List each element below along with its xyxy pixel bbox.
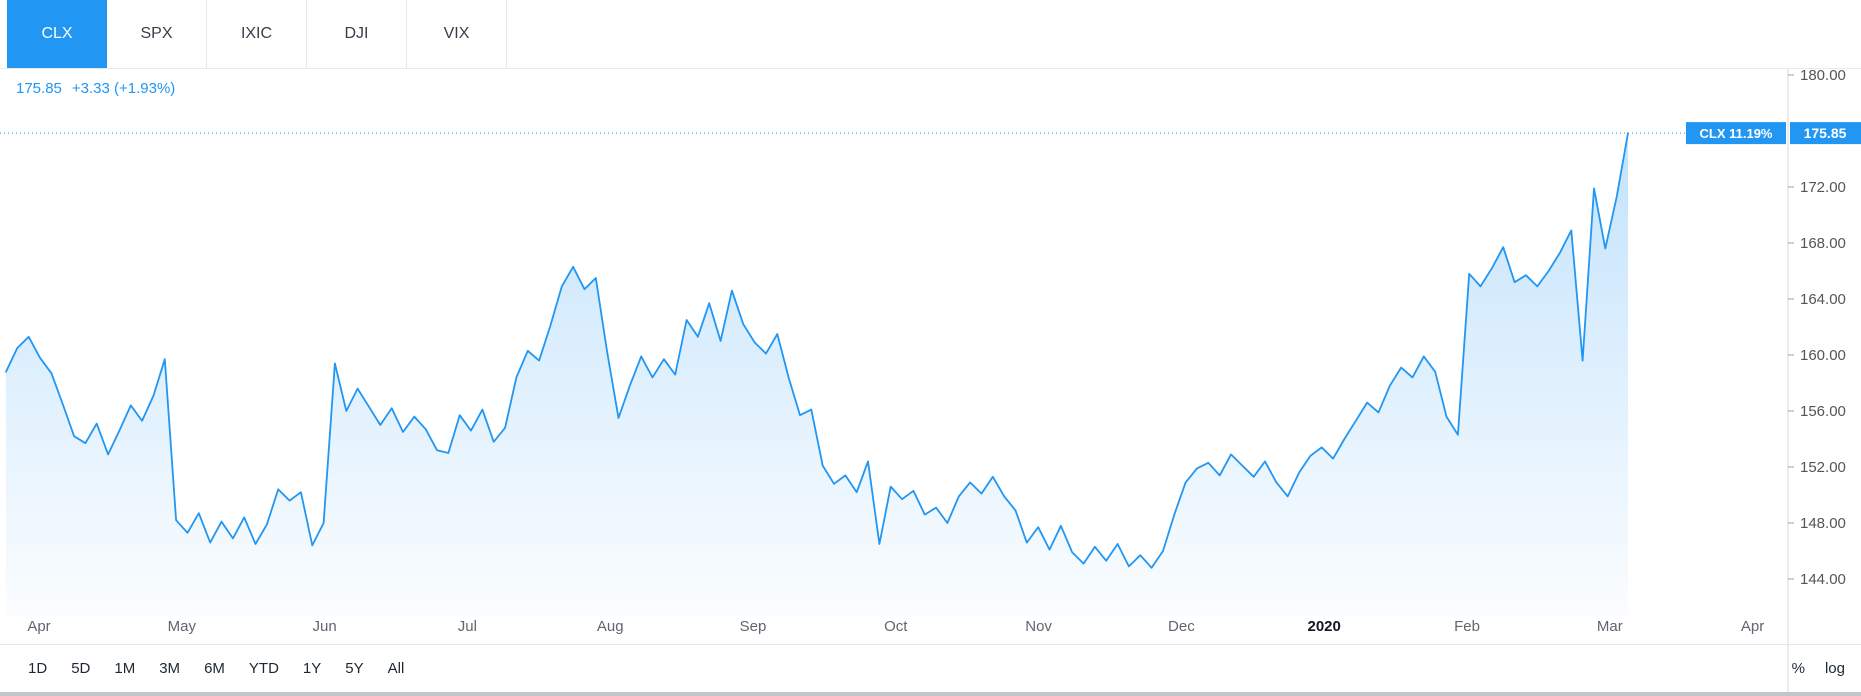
- range-all[interactable]: All: [387, 660, 405, 677]
- range-1d[interactable]: 1D: [28, 660, 48, 677]
- price-line: [5, 132, 1629, 569]
- symbol-change-badge-label: CLX 11.19%: [1700, 126, 1773, 141]
- price-tick-label[interactable]: 168.00: [1800, 235, 1846, 252]
- price-tick-label[interactable]: 172.00: [1800, 179, 1846, 196]
- range-5y[interactable]: 5Y: [345, 660, 364, 677]
- tab-dji[interactable]: DJI: [307, 0, 407, 68]
- tab-clx[interactable]: CLX: [7, 0, 107, 68]
- time-axis-month-label[interactable]: Jul: [458, 618, 477, 635]
- price-tick-label[interactable]: 160.00: [1800, 347, 1846, 364]
- legend-change: +3.33 (+1.93%): [71, 80, 176, 97]
- range-3m[interactable]: 3M: [159, 660, 181, 677]
- range-6m[interactable]: 6M: [204, 660, 225, 677]
- time-axis-year-label[interactable]: 2020: [1308, 618, 1341, 635]
- symbol-tabbar: CLX SPX IXIC DJI VIX: [0, 0, 1861, 69]
- time-axis-month-label[interactable]: Feb: [1454, 618, 1480, 635]
- tab-vix[interactable]: VIX: [407, 0, 507, 68]
- current-price-badge: [1790, 122, 1861, 145]
- time-axis-month-label[interactable]: Dec: [1168, 618, 1195, 635]
- range-1y[interactable]: 1Y: [302, 660, 322, 677]
- time-axis-month-label[interactable]: Jun: [313, 618, 337, 635]
- price-tick-label[interactable]: 180.00: [1800, 67, 1846, 84]
- log-scale-toggle[interactable]: log: [1824, 660, 1845, 677]
- symbol-change-badge: [1686, 122, 1786, 145]
- area-fill: [6, 133, 1628, 616]
- time-axis-month-label[interactable]: Apr: [1741, 618, 1764, 635]
- price-tick-label[interactable]: 156.00: [1800, 403, 1846, 420]
- range-ytd[interactable]: YTD: [248, 660, 279, 677]
- time-axis-month-label[interactable]: Nov: [1025, 618, 1052, 635]
- time-axis-month-label[interactable]: Sep: [740, 618, 767, 635]
- time-axis-month-label[interactable]: Oct: [884, 618, 908, 635]
- time-axis-month-label[interactable]: Mar: [1597, 618, 1623, 635]
- price-tick-label[interactable]: 144.00: [1800, 571, 1846, 588]
- price-tick-label[interactable]: 148.00: [1800, 515, 1846, 532]
- scale-toggles: % log: [1792, 660, 1845, 677]
- bottom-toolbar: 1D 5D 1M 3M 6M YTD 1Y 5Y All % log: [0, 644, 1861, 692]
- current-price-badge-label: 175.85: [1804, 125, 1847, 141]
- range-selector: 1D 5D 1M 3M 6M YTD 1Y 5Y All: [28, 660, 404, 677]
- percent-scale-toggle[interactable]: %: [1791, 660, 1805, 677]
- time-axis-month-label[interactable]: Aug: [597, 618, 624, 635]
- time-axis-month-label[interactable]: Apr: [27, 618, 50, 635]
- range-1m[interactable]: 1M: [114, 660, 136, 677]
- time-axis-month-label[interactable]: May: [168, 618, 197, 635]
- price-tick-label[interactable]: 152.00: [1800, 459, 1846, 476]
- legend-price: 175.85: [16, 80, 62, 97]
- price-tick-label[interactable]: 164.00: [1800, 291, 1846, 308]
- range-5d[interactable]: 5D: [71, 660, 91, 677]
- price-legend: 175.85 +3.33 (+1.93%): [16, 80, 175, 97]
- tab-ixic[interactable]: IXIC: [207, 0, 307, 68]
- tab-spx[interactable]: SPX: [107, 0, 207, 68]
